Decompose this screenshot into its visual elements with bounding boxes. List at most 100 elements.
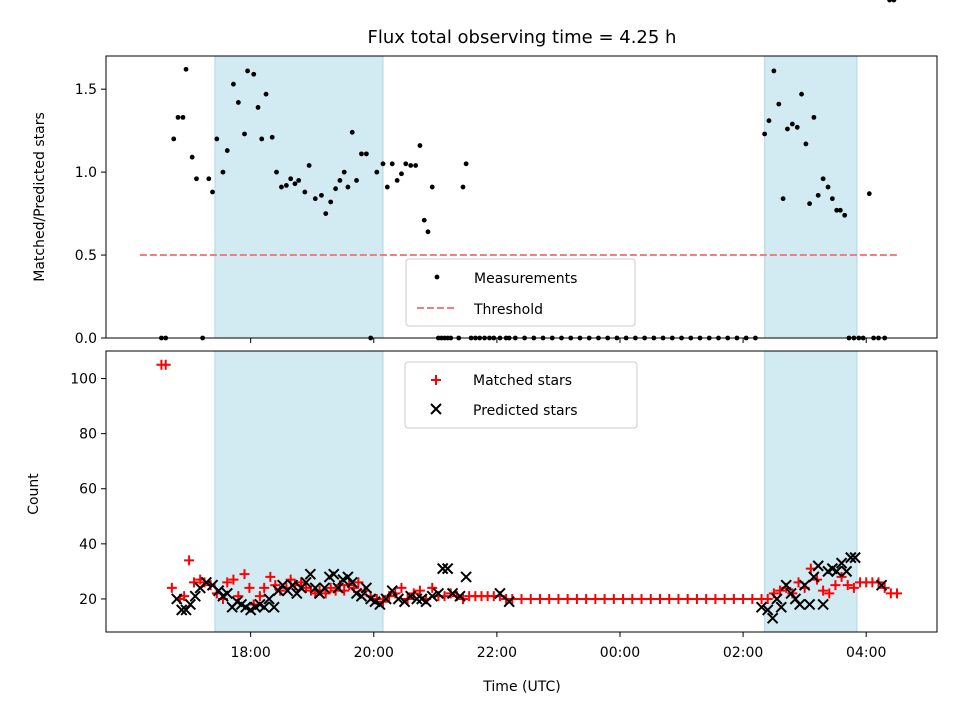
matched-star-marker [824, 588, 835, 599]
measurement-point [403, 161, 409, 167]
predicted-star-marker [835, 557, 848, 569]
y-tick-label: 1.0 [75, 165, 97, 181]
measurement-point [296, 178, 302, 183]
predicted-star-marker [755, 601, 768, 613]
predicted-star-marker [171, 593, 183, 605]
matched-star-marker [184, 555, 195, 566]
measurement-point [288, 176, 294, 182]
count-legend: Matched stars Predicted stars [404, 361, 638, 429]
x-tick-label: 04:00 [846, 645, 886, 661]
matched-star-marker [673, 593, 684, 604]
measurement-point [255, 105, 261, 110]
predicted-star-marker [176, 604, 188, 616]
predicted-star-marker [794, 598, 806, 611]
measurement-point [269, 134, 275, 140]
matched-star-marker [525, 593, 536, 604]
predicted-star-marker [392, 593, 405, 605]
x-tick-label: 02:00 [723, 645, 763, 661]
predicted-star-marker [332, 582, 344, 594]
predicted-star-marker [360, 582, 373, 594]
predicted-star-marker [446, 587, 459, 600]
measurement-point [394, 178, 400, 183]
predicted-star-marker [404, 590, 417, 602]
predicted-star-marker [798, 579, 811, 591]
matched-star-marker [836, 571, 847, 582]
legend-box [404, 361, 638, 429]
predicted-star-marker [771, 593, 783, 605]
predicted-star-marker [875, 579, 888, 591]
measurement-point [224, 148, 230, 153]
measurement-point [259, 136, 265, 142]
matched-star-marker [608, 593, 619, 604]
matched-star-marker [719, 593, 730, 604]
measurement-point [231, 81, 236, 87]
predicted-star-marker [189, 590, 201, 602]
predicted-star-marker [184, 598, 197, 611]
legend-predicted-label: Predicted stars [473, 403, 578, 419]
ratio-panel: 0.0 0.5 1.0 1.5 Measurements Threshold [75, 0, 938, 347]
measurement-point [887, 0, 893, 3]
predicted-star-marker [200, 576, 213, 589]
predicted-star-marker [411, 593, 423, 605]
measurement-point [242, 131, 247, 137]
measurement-point [306, 163, 312, 168]
shaded-interval [764, 55, 858, 339]
matched-star-marker [445, 588, 456, 599]
predicted-star-marker [355, 590, 368, 602]
measurement-point [803, 141, 809, 147]
measurement-point [776, 101, 782, 107]
measurement-point [413, 163, 419, 168]
ratio-legend: Measurements Threshold [405, 258, 636, 327]
predicted-star-marker [437, 562, 449, 575]
predicted-star-marker [780, 579, 792, 591]
y-tick-label: 100 [70, 372, 97, 388]
measurement-point [762, 131, 768, 137]
measurement-point [312, 196, 318, 202]
matched-star-marker [160, 359, 171, 370]
predicted-star-marker [318, 582, 331, 594]
measurement-point [417, 143, 423, 148]
matched-star-marker [244, 582, 255, 593]
measurement-point [799, 91, 804, 97]
measurement-point [829, 196, 835, 202]
measurement-point [891, 0, 897, 3]
measurement-point [323, 211, 329, 216]
matched-star-marker [830, 580, 841, 591]
x-tick-label: 00:00 [600, 645, 640, 661]
legend-measurement-marker [434, 274, 440, 280]
matched-star-marker [353, 577, 364, 588]
matched-star-marker [205, 580, 216, 591]
measurement-point [171, 136, 177, 142]
measurement-point [345, 184, 351, 190]
measurement-point [463, 161, 469, 167]
matched-star-marker [682, 593, 693, 604]
matched-star-marker [891, 588, 902, 599]
measurement-point [384, 184, 390, 190]
matched-star-marker [627, 593, 638, 604]
predicted-star-marker [830, 565, 843, 578]
measurement-point [341, 169, 347, 175]
predicted-star-marker [441, 562, 454, 575]
y-tick-label: 1.5 [75, 82, 97, 98]
measurement-point [283, 182, 289, 188]
matched-star-marker [738, 593, 749, 604]
predicted-star-marker [286, 579, 299, 591]
measurement-point [837, 207, 843, 213]
measurement-point [194, 176, 199, 182]
matched-star-marker [762, 593, 773, 604]
axes-frame [105, 350, 938, 633]
matched-star-marker [239, 569, 250, 580]
matched-star-marker [544, 593, 555, 604]
measurement-point [210, 189, 215, 195]
matched-star-marker [414, 585, 425, 596]
measurement-point [421, 217, 427, 223]
predicted-star-marker [268, 601, 280, 613]
legend-box [405, 258, 636, 327]
measurement-point [279, 184, 284, 190]
measurement-point [425, 229, 431, 235]
chart-title: Flux total observing time = 4.25 h [368, 27, 677, 48]
predicted-star-marker [494, 587, 506, 600]
measurement-point [780, 196, 786, 202]
predicted-star-marker [380, 593, 392, 605]
measurement-point [180, 114, 186, 120]
